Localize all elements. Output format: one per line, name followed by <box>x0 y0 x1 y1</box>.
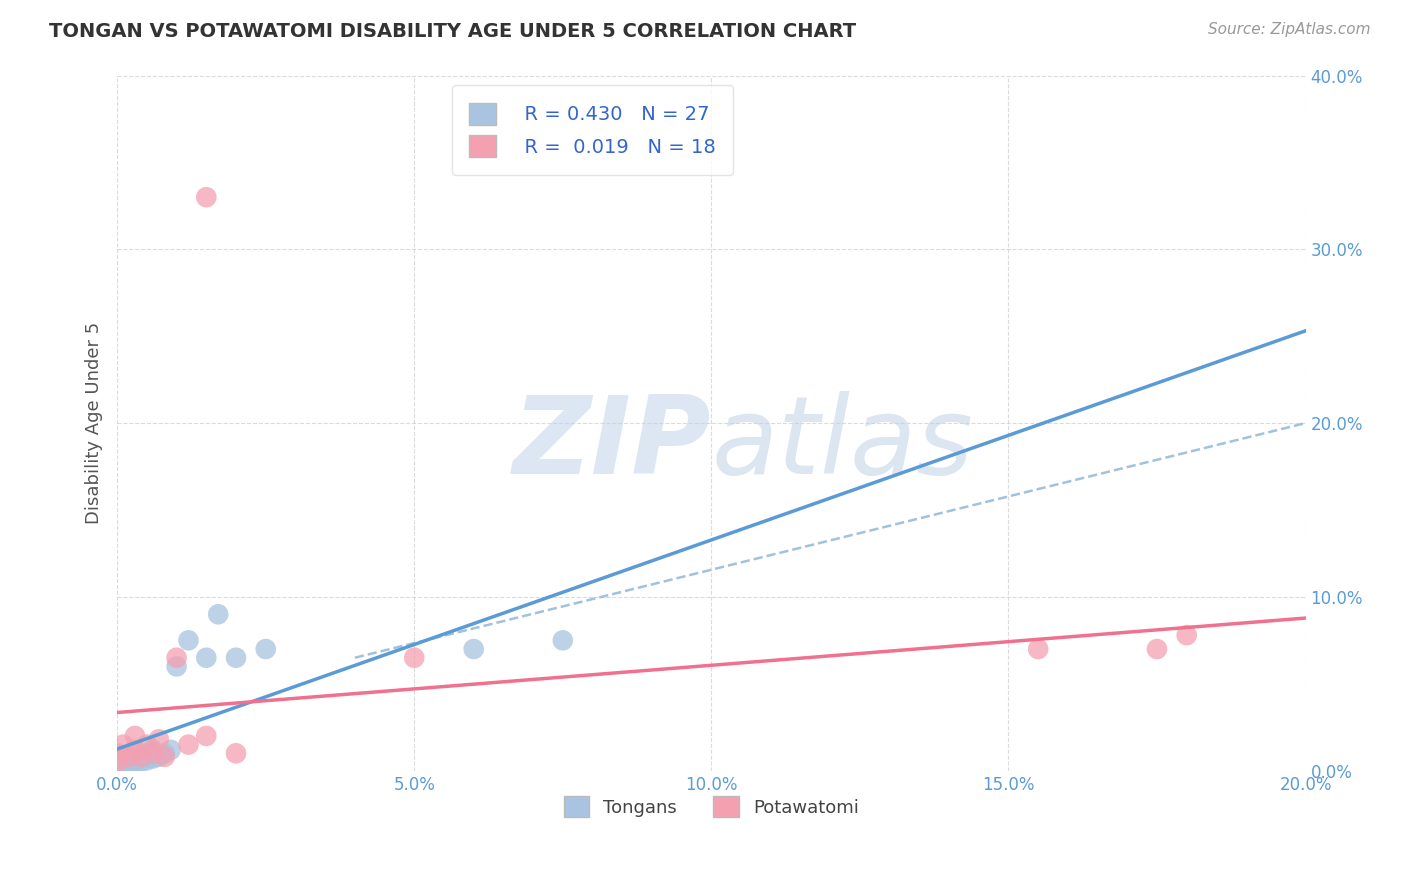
Point <box>118 749 141 764</box>
Point <box>124 756 146 771</box>
Point <box>135 753 157 767</box>
Legend: Tongans, Potawatomi: Tongans, Potawatomi <box>557 789 866 824</box>
Point <box>105 756 128 771</box>
Point <box>153 749 176 764</box>
Point <box>129 755 152 769</box>
Point <box>135 738 157 752</box>
Point <box>166 650 188 665</box>
Point <box>124 751 146 765</box>
Point <box>105 764 128 778</box>
Point <box>105 753 128 767</box>
Point <box>551 633 574 648</box>
Point <box>225 747 247 761</box>
Point <box>124 729 146 743</box>
Point <box>118 758 141 772</box>
Point <box>195 729 218 743</box>
Text: TONGAN VS POTAWATOMI DISABILITY AGE UNDER 5 CORRELATION CHART: TONGAN VS POTAWATOMI DISABILITY AGE UNDE… <box>49 22 856 41</box>
Point <box>225 650 247 665</box>
Point <box>195 190 218 204</box>
Point <box>105 755 128 769</box>
Y-axis label: Disability Age Under 5: Disability Age Under 5 <box>86 322 103 524</box>
Point <box>142 743 165 757</box>
Point <box>112 738 135 752</box>
Point <box>148 732 170 747</box>
Text: atlas: atlas <box>711 392 973 497</box>
Point <box>105 760 128 774</box>
Point <box>105 747 128 761</box>
Point <box>124 747 146 761</box>
Point <box>404 650 426 665</box>
Point <box>118 753 141 767</box>
Point <box>129 749 152 764</box>
Point <box>159 743 181 757</box>
Point <box>207 607 229 622</box>
Point <box>177 633 200 648</box>
Point <box>195 650 218 665</box>
Point <box>135 747 157 761</box>
Point <box>1175 628 1198 642</box>
Point <box>463 642 485 657</box>
Point <box>142 747 165 761</box>
Point <box>129 749 152 764</box>
Point <box>1026 642 1049 657</box>
Point <box>148 749 170 764</box>
Point <box>153 747 176 761</box>
Point <box>1146 642 1168 657</box>
Point <box>177 738 200 752</box>
Point <box>166 659 188 673</box>
Point <box>142 751 165 765</box>
Point <box>124 743 146 757</box>
Text: ZIP: ZIP <box>513 391 711 497</box>
Text: Source: ZipAtlas.com: Source: ZipAtlas.com <box>1208 22 1371 37</box>
Point <box>105 749 128 764</box>
Point <box>254 642 277 657</box>
